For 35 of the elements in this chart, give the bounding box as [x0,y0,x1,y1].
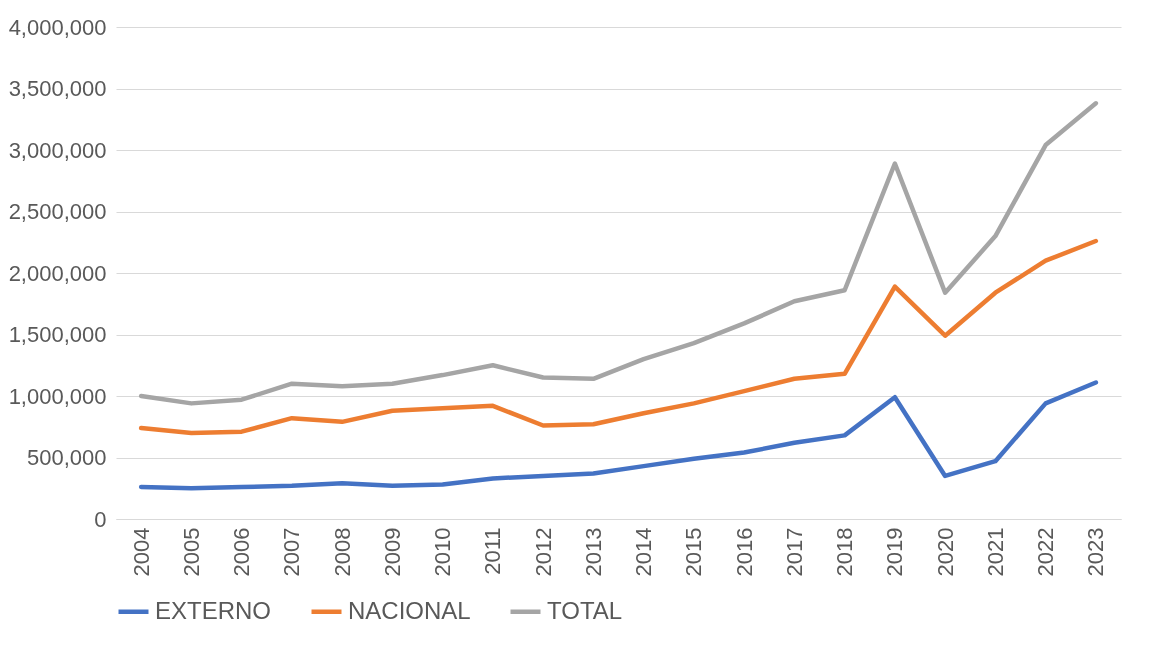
y-tick-label: 500,000 [26,445,107,470]
x-tick-label: 2007 [279,527,305,577]
y-tick-label: 3,500,000 [8,76,107,101]
x-tick-label: 2021 [982,527,1008,577]
x-tick-label: 2011 [480,527,506,575]
y-tick-label: 0 [94,506,107,532]
legend-label: TOTAL [547,596,623,624]
x-tick-label: 2022 [1033,527,1059,577]
x-tick-label: 2016 [731,527,757,577]
line-series [138,238,1099,436]
legend-label: EXTERNO [155,596,272,624]
x-tick-label: 2010 [430,527,456,577]
x-tick-label: 2019 [882,527,908,577]
x-tick-label: 2009 [379,527,405,577]
x-tick-label: 2017 [781,527,807,577]
x-tick-label: 2018 [832,527,858,577]
x-tick-label: 2023 [1083,527,1109,577]
y-tick-label: 4,000,000 [8,14,107,40]
x-tick-label: 2008 [329,527,355,577]
x-tick-label: 2005 [178,527,204,577]
y-tick-label: 1,000,000 [8,383,107,409]
legend-label: NACIONAL [348,596,471,624]
x-tick-label: 2013 [580,527,606,577]
x-tick-label: 2015 [681,527,707,577]
y-tick-label: 2,500,000 [8,199,107,224]
x-tick-label: 2020 [932,527,958,577]
y-tick-label: 2,000,000 [8,260,107,286]
line-series [138,101,1099,406]
line-series [138,380,1099,491]
x-tick-label: 2006 [229,527,255,577]
x-tick-label: 2014 [631,527,657,577]
y-tick-label: 1,500,000 [8,322,107,347]
y-tick-label: 3,000,000 [8,137,107,163]
x-tick-label: 2012 [530,527,556,577]
x-tick-label: 2004 [128,527,154,577]
